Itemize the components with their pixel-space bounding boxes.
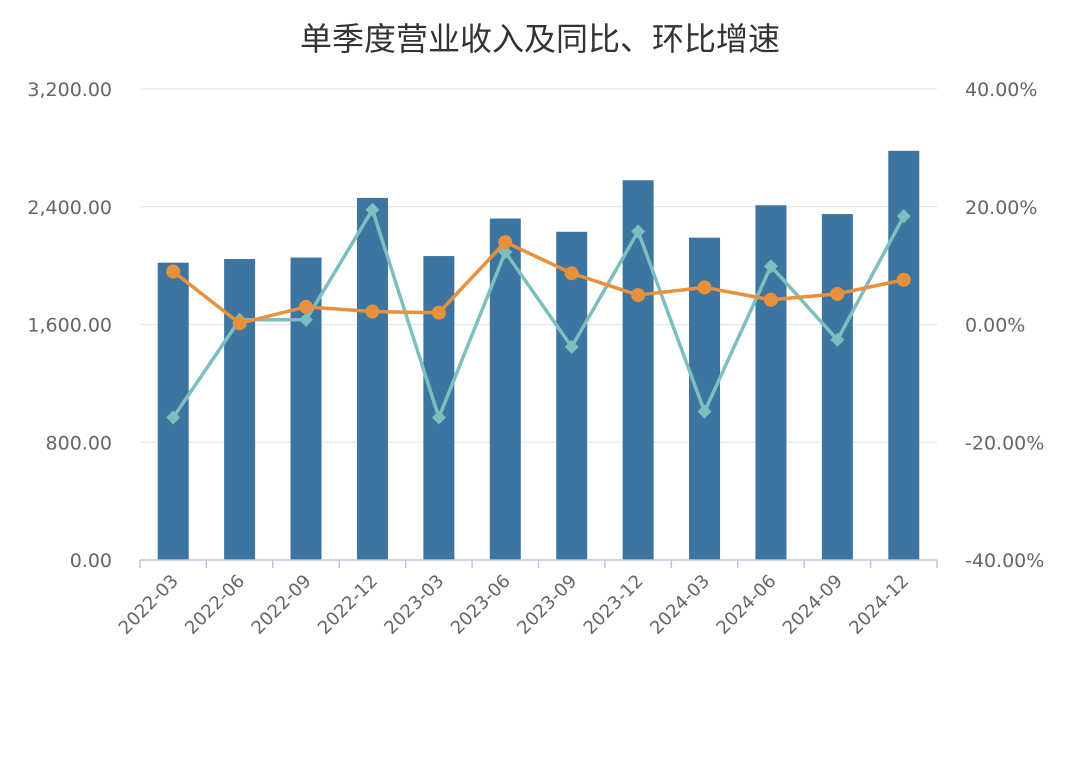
yoy-growth-point: [431, 305, 446, 320]
qoq-growth-point: [365, 202, 380, 217]
grid-lines: [140, 88, 937, 443]
yoy-growth-line: [172, 240, 905, 326]
yoy-growth-point: [166, 264, 181, 279]
growth-lines: [166, 202, 911, 425]
x-tick-label: 2024-06: [712, 571, 780, 639]
yoy-growth-point: [830, 286, 845, 301]
y-right-tick-label: 40.00%: [965, 79, 1037, 101]
yoy-growth-point: [896, 272, 911, 287]
x-tick-label: 2022-03: [115, 571, 183, 639]
y-left-tick-label: 2,400.00: [27, 197, 112, 219]
yoy-growth-point: [763, 292, 778, 307]
revenue-bar: [224, 259, 256, 560]
yoy-growth-point: [498, 235, 513, 250]
qoq-growth-line: [171, 207, 906, 420]
x-tick-label: 2023-03: [380, 571, 448, 639]
qoq-growth-point: [830, 332, 845, 347]
qoq-growth-point: [697, 404, 712, 419]
qoq-growth-point: [166, 410, 181, 425]
x-tick-label: 2023-09: [513, 571, 581, 639]
qoq-growth-point: [299, 312, 314, 327]
yoy-growth-point: [232, 316, 247, 331]
y-left-tick-label: 800.00: [46, 432, 112, 454]
y-right-tick-label: -40.00%: [965, 550, 1044, 572]
x-tick-label: 2023-12: [580, 571, 648, 639]
x-tick-label: 2022-09: [248, 571, 316, 639]
qoq-growth-point: [564, 339, 579, 354]
x-tick-label: 2024-09: [779, 571, 847, 639]
x-tick-label: 2022-06: [181, 571, 249, 639]
chart-title: 单季度营业收入及同比、环比增速: [299, 20, 780, 58]
y-right-tick-label: 20.00%: [965, 197, 1037, 219]
yoy-growth-point: [299, 299, 314, 314]
revenue-bar: [556, 231, 588, 560]
qoq-growth-point: [763, 259, 778, 274]
qoq-growth-point: [498, 245, 513, 260]
yoy-growth-point: [697, 280, 712, 295]
qoq-growth-point: [631, 224, 646, 239]
x-tick-label: 2022-12: [314, 571, 382, 639]
y-left-tick-label: 3,200.00: [27, 79, 112, 101]
revenue-bar: [356, 197, 388, 560]
revenue-bars: [157, 150, 920, 561]
x-tick-label: 2023-06: [447, 571, 515, 639]
yoy-growth-point: [564, 266, 579, 281]
yoy-growth-point: [631, 288, 646, 303]
y-left-tick-label: 0.00: [70, 550, 112, 572]
x-tick-label: 2024-12: [845, 571, 913, 639]
x-tick-label: 2024-03: [646, 571, 714, 639]
revenue-bar: [755, 205, 787, 560]
revenue-bar: [622, 180, 654, 560]
yoy-growth-point: [365, 304, 380, 319]
y-right-tick-label: 0.00%: [965, 315, 1025, 337]
y-right-tick-label: -20.00%: [965, 432, 1044, 454]
revenue-bar: [821, 214, 853, 560]
qoq-growth-point: [896, 209, 911, 224]
y-left-tick-label: 1,600.00: [27, 315, 112, 337]
qoq-growth-point: [431, 410, 446, 425]
